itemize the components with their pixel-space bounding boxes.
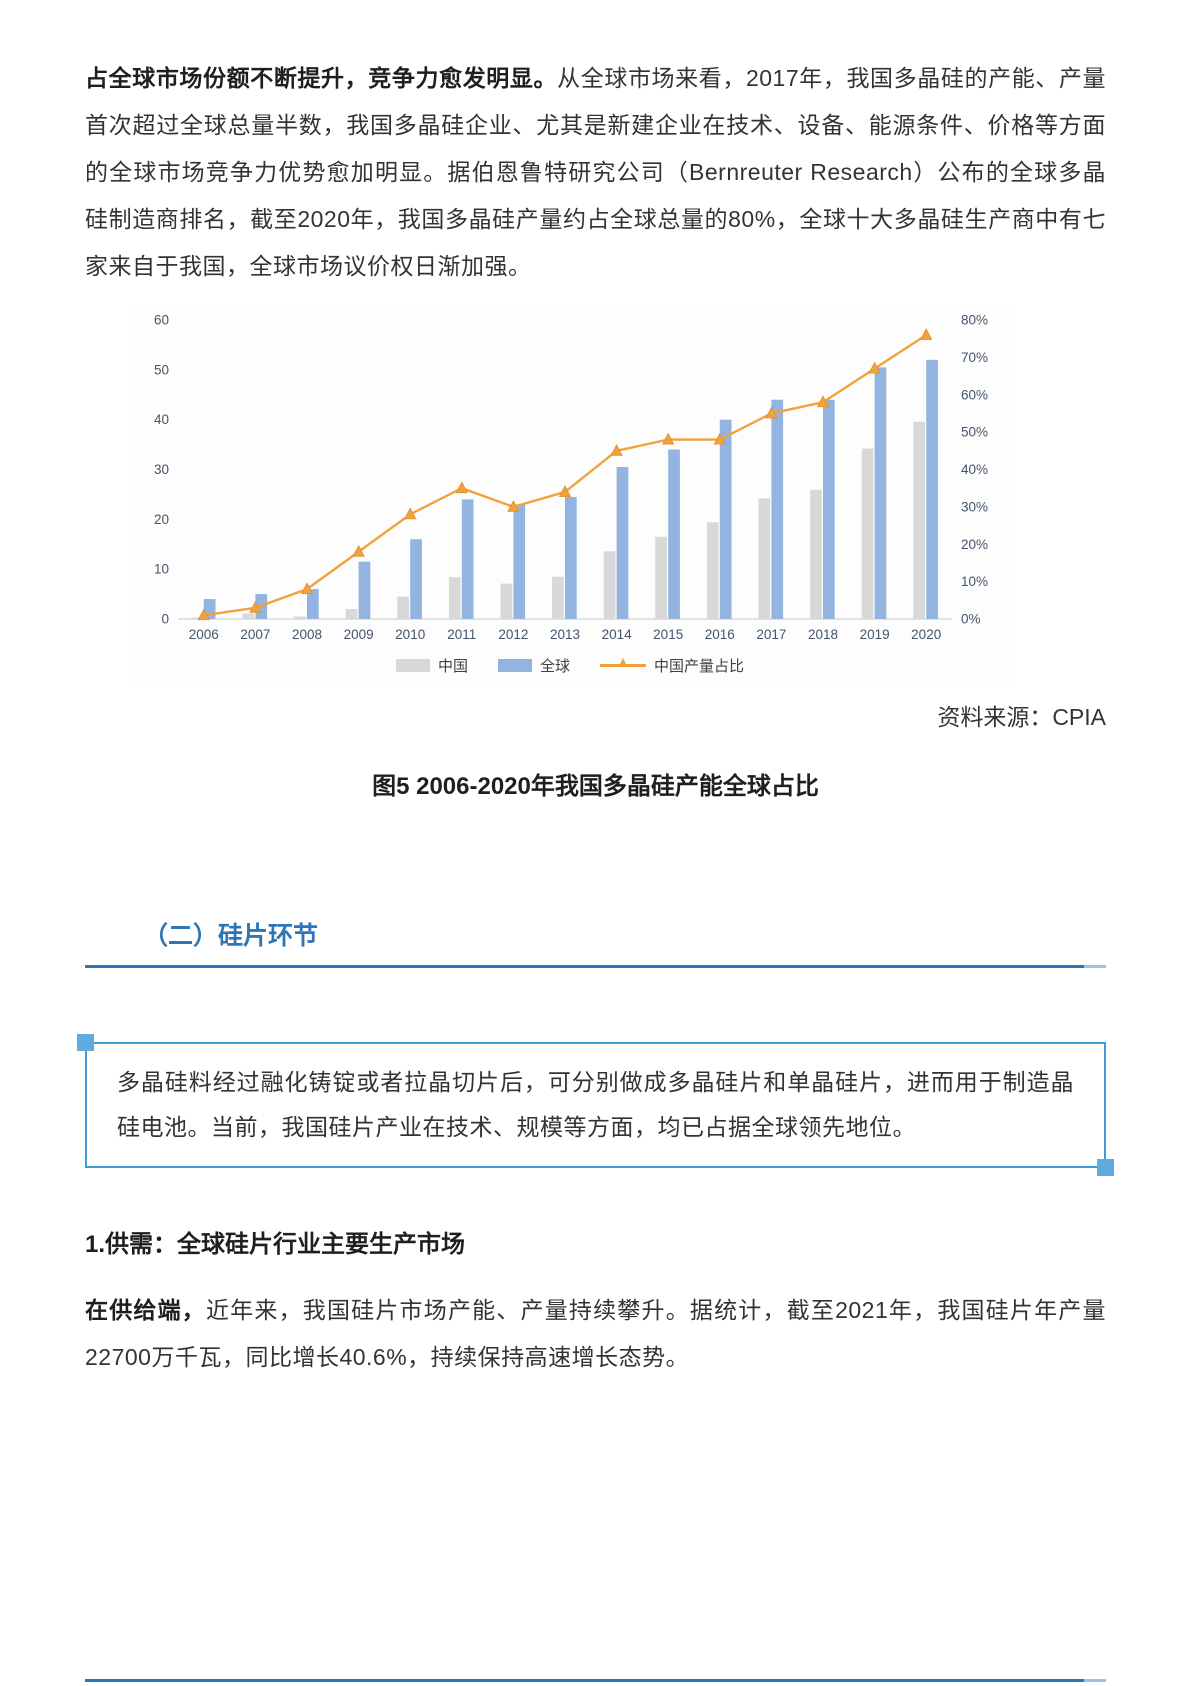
legend-label-global: 全球 [539,658,570,675]
data-source-line: 资料来源：CPIA [937,704,1106,730]
svg-text:40%: 40% [961,462,988,477]
svg-text:20%: 20% [961,537,988,552]
chart-legend: 中国 全球 ▲ 中国产量占比 [130,651,1010,688]
paragraph-lead-bold: 占全球市场份额不断提升，竞争力愈发明显。 [85,65,558,91]
svg-text:2016: 2016 [705,627,735,642]
svg-text:2012: 2012 [498,627,528,642]
svg-text:2009: 2009 [344,627,374,642]
figure-caption: 图5 2006-2020年我国多晶硅产能全球占比 [372,773,819,800]
legend-swatch-china [395,659,430,672]
svg-text:0: 0 [161,612,169,627]
svg-text:40: 40 [154,412,169,427]
svg-text:2017: 2017 [756,627,786,642]
paragraph-supply-text: 近年来，我国硅片市场产能、产量持续攀升。据统计，截至2021年，我国硅片年产量2… [85,1297,1106,1370]
svg-text:0%: 0% [961,612,981,627]
legend-item-global: 全球 [497,655,570,676]
svg-text:80%: 80% [961,313,988,328]
corner-decoration-top-left [77,1034,94,1051]
paragraph-supply: 在供给端，近年来，我国硅片市场产能、产量持续攀升。据统计，截至2021年，我国硅… [85,1287,1106,1381]
section-divider-line [85,965,1106,968]
svg-text:2010: 2010 [395,627,425,642]
paragraph-body-text: 从全球市场来看，2017年，我国多晶硅的产能、产量首次超过全球总量半数，我国多晶… [85,65,1107,279]
svg-text:60: 60 [154,313,169,328]
section-heading-wafer: （二）硅片环节 [143,922,319,950]
svg-text:10%: 10% [961,574,988,589]
svg-text:2015: 2015 [653,627,683,642]
svg-text:2007: 2007 [240,627,270,642]
svg-text:30%: 30% [961,499,988,514]
highlight-quote-box: 多晶硅料经过融化铸锭或者拉晶切片后，可分别做成多晶硅片和单晶硅片，进而用于制造晶… [77,1034,1114,1176]
chart-figure: 0 10 20 30 40 50 60 0% 10% 20% 30% 40% 50% 60% 70% 80% 2… [130,306,1010,688]
svg-text:50%: 50% [961,425,988,440]
polysilicon-capacity-chart: 0 10 20 30 40 50 60 0% 10% 20% 30% 40% 50% 60% 70% 80% 2… [154,313,988,643]
paragraph-supply-lead-bold: 在供给端， [85,1297,206,1323]
svg-text:2011: 2011 [447,627,476,642]
svg-text:10: 10 [154,562,169,577]
svg-text:70%: 70% [961,350,988,365]
legend-item-china: 中国 [395,655,468,676]
legend-label-china: 中国 [437,658,468,675]
legend-label-share: 中国产量占比 [654,658,745,675]
svg-text:2020: 2020 [911,627,941,642]
corner-decoration-bottom-right [1097,1159,1114,1176]
svg-text:2006: 2006 [189,627,219,642]
legend-item-share: ▲ 中国产量占比 [600,655,744,676]
svg-text:2013: 2013 [550,627,580,642]
svg-text:60%: 60% [961,387,988,402]
triangle-marker-icon: ▲ [617,654,629,669]
svg-text:30: 30 [154,462,169,477]
svg-text:2018: 2018 [808,627,838,642]
subsection-heading-supply-demand: 1.供需：全球硅片行业主要生产市场 [85,1231,466,1258]
quote-text: 多晶硅料经过融化铸锭或者拉晶切片后，可分别做成多晶硅片和单晶硅片，进而用于制造晶… [117,1069,1074,1140]
svg-text:2019: 2019 [860,627,890,642]
svg-text:20: 20 [154,512,169,527]
paragraph-market-share: 占全球市场份额不断提升，竞争力愈发明显。从全球市场来看，2017年，我国多晶硅的… [85,55,1106,290]
legend-swatch-global [497,659,532,672]
svg-text:2014: 2014 [602,627,633,642]
svg-text:50: 50 [154,362,169,377]
svg-text:2008: 2008 [292,627,322,642]
legend-line-swatch: ▲ [600,655,646,667]
next-section-divider-line [85,1679,1106,1682]
